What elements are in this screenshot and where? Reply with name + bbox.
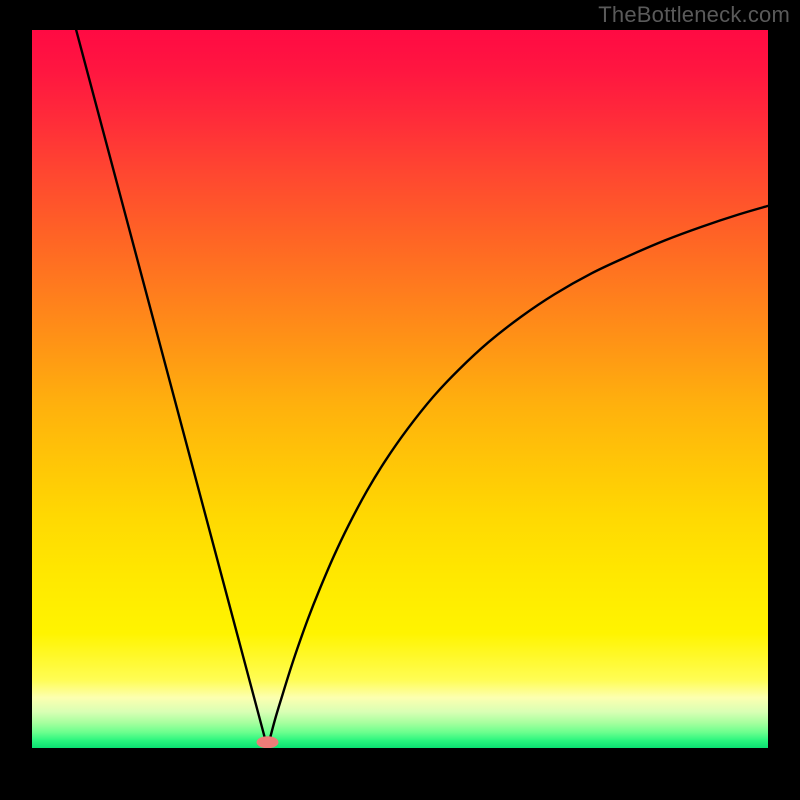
watermark-text: TheBottleneck.com [598, 2, 790, 28]
trough-marker [257, 736, 279, 748]
chart-background [32, 30, 768, 748]
bottleneck-chart [32, 30, 768, 748]
chart-svg [32, 30, 768, 748]
